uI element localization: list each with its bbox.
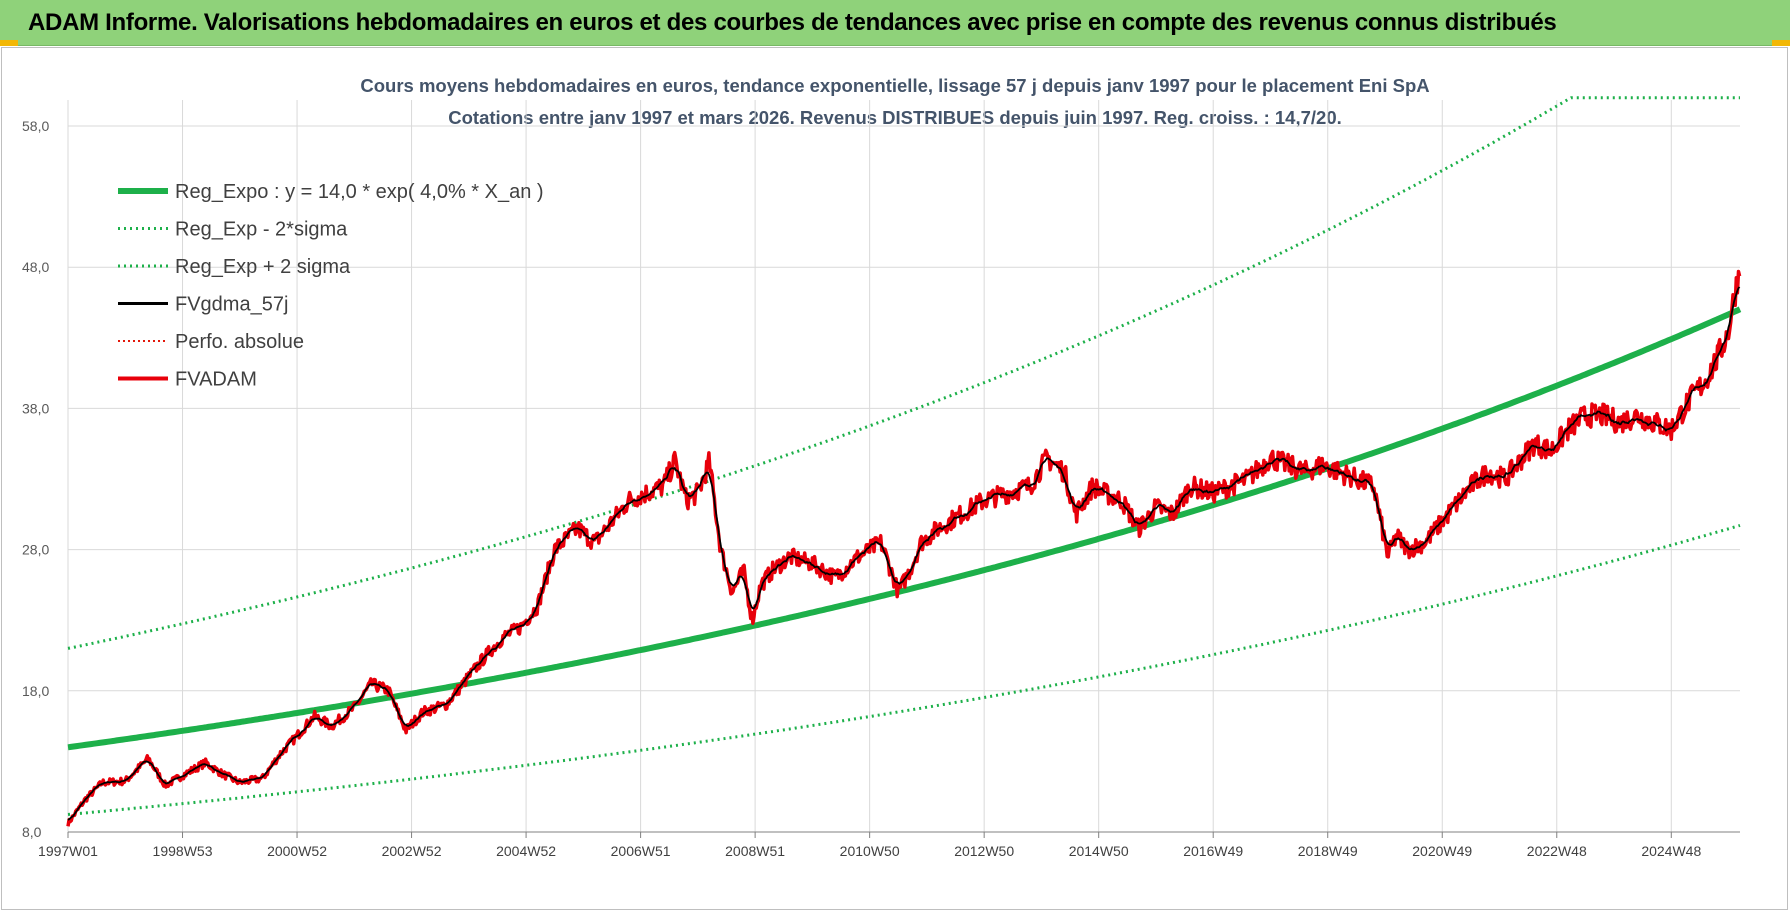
legend: Reg_Expo : y = 14,0 * exp( 4,0% * X_an )… (118, 181, 544, 391)
x-tick-label: 2002W52 (382, 843, 442, 859)
series-reg-exp-minus-2sigma (67, 523, 1741, 816)
corner-accent (1772, 40, 1790, 46)
report-banner: ADAM Informe. Valorisations hebdomadaire… (0, 0, 1790, 46)
x-tick-label: 2012W50 (954, 843, 1014, 859)
x-tick-label: 2022W48 (1527, 843, 1587, 859)
y-tick-label: 58,0 (22, 118, 49, 134)
grid (67, 100, 1740, 833)
series-fvgdma-57j (67, 286, 1741, 821)
report-banner-title: ADAM Informe. Valorisations hebdomadaire… (28, 9, 1557, 36)
x-tick-label: 2000W52 (267, 843, 327, 859)
series-fvadam (66, 269, 1742, 827)
legend-label: FVADAM (175, 369, 257, 391)
series-reg-expo (67, 306, 1742, 751)
legend-label: Reg_Exp + 2 sigma (175, 256, 351, 278)
y-tick-label: 28,0 (22, 542, 49, 558)
series-reg-exp-plus-2sigma (67, 96, 1740, 650)
y-tick-label: 18,0 (22, 683, 49, 699)
x-tick-label: 2004W52 (496, 843, 556, 859)
x-tick-label: 2008W51 (725, 843, 785, 859)
x-tick-label: 2018W49 (1298, 843, 1358, 859)
x-tick-label: 2014W50 (1069, 843, 1129, 859)
x-tick-label: 2016W49 (1183, 843, 1243, 859)
y-tick-label: 48,0 (22, 259, 49, 275)
legend-label: Reg_Exp - 2*sigma (175, 219, 348, 241)
y-tick-label: 8,0 (22, 824, 42, 840)
x-tick-label: 1997W01 (38, 843, 98, 859)
corner-accent (0, 40, 18, 46)
legend-label: Reg_Expo : y = 14,0 * exp( 4,0% * X_an ) (175, 181, 544, 203)
x-tick-label: 2010W50 (840, 843, 900, 859)
x-tick-label: 1998W53 (153, 843, 213, 859)
legend-label: FVgdma_57j (175, 294, 288, 316)
x-tick-label: 2024W48 (1641, 843, 1701, 859)
y-tick-label: 38,0 (22, 400, 49, 416)
axes: 8,0 18,0 28,0 38,0 48,0 58,0 1997W01 1998W53 200… (22, 118, 1740, 859)
x-tick-label: 2020W49 (1412, 843, 1472, 859)
x-tick-label: 2006W51 (611, 843, 671, 859)
series-layer (66, 96, 1742, 827)
legend-label: Perfo. absolue (175, 331, 304, 353)
chart-subtitle: Cotations entre janv 1997 et mars 2026. … (448, 107, 1342, 128)
chart-title: Cours moyens hebdomadaires en euros, ten… (360, 75, 1429, 96)
